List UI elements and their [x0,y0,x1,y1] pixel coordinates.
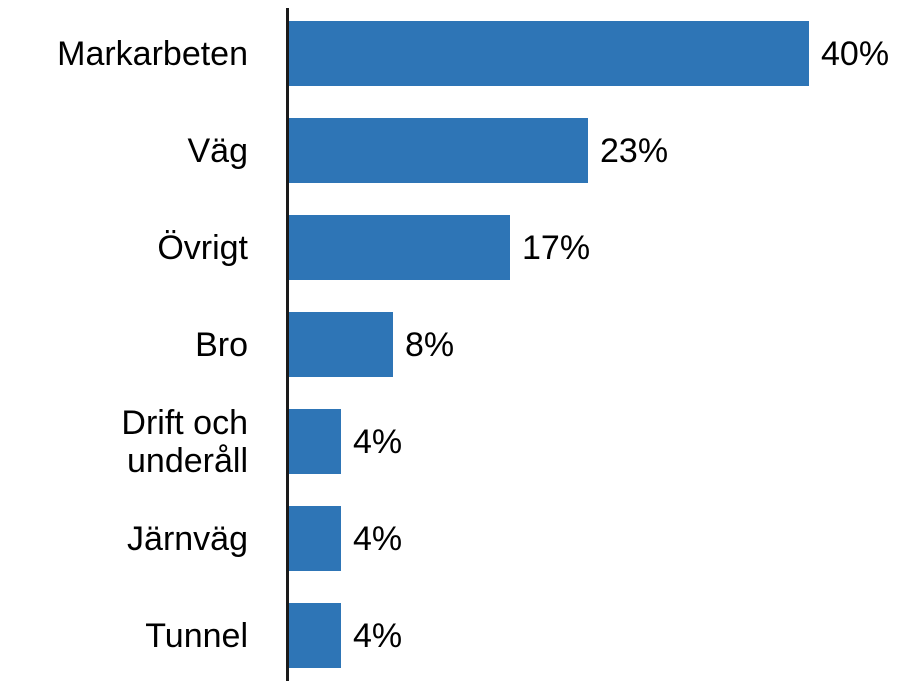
bar [289,118,588,183]
value-label: 8% [405,325,455,364]
value-label: 4% [353,519,403,558]
bar [289,21,809,86]
category-label: Väg [187,131,249,170]
category-label: Drift och underåll [121,403,248,480]
bar [289,603,341,668]
category-label: Övrigt [157,228,248,267]
bar [289,215,510,280]
bar [289,409,341,474]
bar [289,312,393,377]
category-label: Järnväg [127,519,248,558]
category-label: Markarbeten [57,34,248,73]
value-label: 40% [821,34,890,73]
bar [289,506,341,571]
value-label: 4% [353,422,403,461]
category-label: Tunnel [145,616,248,655]
value-label: 17% [522,228,591,267]
category-label: Bro [195,325,248,364]
axis-line [286,8,289,681]
value-label: 23% [600,131,669,170]
value-label: 4% [353,616,403,655]
